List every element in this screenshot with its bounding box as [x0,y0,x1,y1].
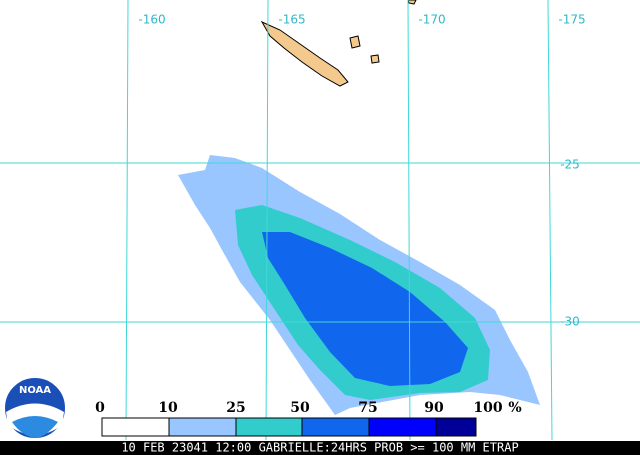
legend-swatch [235,417,303,437]
prob-50 [262,232,468,386]
legend-label: 0 [95,400,105,416]
logo-water [12,416,58,438]
meridian [125,0,129,441]
legend-swatch [435,417,477,437]
land [260,20,349,87]
latitude-label: -25 [560,158,580,172]
graticule [0,0,640,441]
land [349,35,361,49]
meridian [265,0,269,441]
legend-label: 90 [424,400,444,416]
legend-swatch [168,417,237,437]
land [370,54,380,64]
legend-label: 75 [358,400,377,416]
legend-label: 100 [473,400,502,416]
legend: 0 10 25 50 75 90 100% [95,400,522,437]
longitude-label: -175 [558,13,585,27]
caption-bar [0,441,640,455]
legend-label: 10 [158,400,178,416]
legend-label: 25 [226,400,245,416]
meridian [547,0,553,441]
land [407,0,417,5]
legend-swatch [101,417,170,437]
legend-unit: % [508,400,521,416]
legend-swatch [368,417,437,437]
longitude-label: -165 [278,13,305,27]
logo-text: NOAA [19,385,51,396]
longitude-label: -170 [418,13,445,27]
longitude-label: -160 [138,13,165,27]
noaa-logo: NOAA [3,376,67,440]
meridian [407,0,411,441]
legend-label: 50 [290,400,310,416]
legend-swatch [301,417,370,437]
caption: 10 FEB 23041 12:00 GABRIELLE:24HRS PROB … [121,441,518,455]
latitude-label: -30 [560,315,580,329]
